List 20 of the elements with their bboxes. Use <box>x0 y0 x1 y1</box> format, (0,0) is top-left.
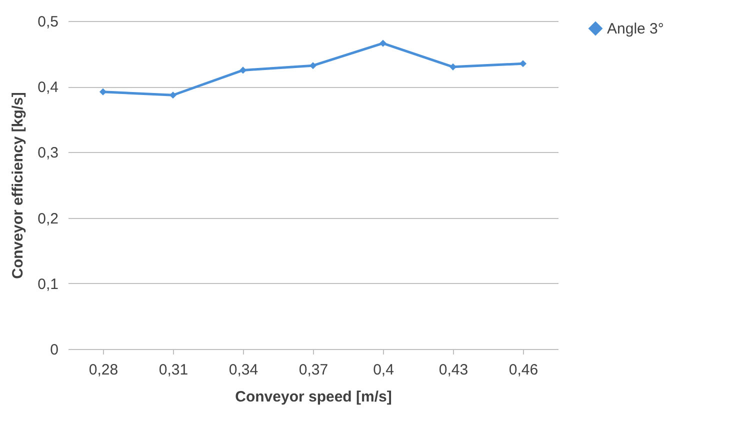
y-tick-label: 0,4 <box>38 79 58 96</box>
point <box>239 66 247 74</box>
x-tick-label: 0,46 <box>508 362 538 378</box>
x-tick-label: 0,37 <box>298 362 328 378</box>
x-tick-label: 0,28 <box>88 362 118 378</box>
x-axis-title: Conveyor speed [m/s] <box>235 388 392 406</box>
point <box>99 88 107 96</box>
x-tick-label: 0,34 <box>228 362 258 378</box>
x-tick-label: 0,4 <box>373 362 394 378</box>
legend-label: Angle 3° <box>607 20 664 38</box>
y-tick-label: 0,2 <box>38 210 58 228</box>
y-axis-title: Conveyor efficiency [kg/s] <box>10 92 27 279</box>
y-tick-label: 0 <box>50 342 58 358</box>
point <box>309 62 317 70</box>
x-tick-label: 0,31 <box>158 362 188 378</box>
y-tick-label: 0,1 <box>38 276 58 293</box>
point <box>379 40 387 47</box>
y-tick-label: 0,5 <box>38 14 58 30</box>
y-tick-label: 0,3 <box>38 144 58 162</box>
x-tick-label: 0,43 <box>438 362 468 378</box>
